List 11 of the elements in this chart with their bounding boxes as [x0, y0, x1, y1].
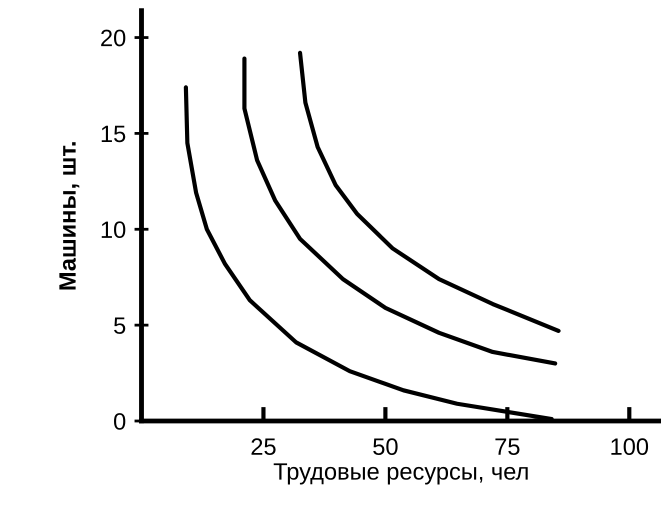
x-tick-label: 50	[373, 438, 398, 456]
x-axis-title: Трудовые ресурсы, чел	[274, 463, 528, 484]
y-tick-label: 0	[114, 413, 126, 430]
y-tick-label: 15	[102, 126, 126, 142]
x-tick-label: 100	[611, 438, 648, 456]
x-tick-label: 75	[495, 438, 520, 456]
y-tick-label: 5	[114, 317, 126, 334]
y-tick-label: 10	[102, 221, 126, 238]
y-tick-label: 20	[101, 30, 126, 46]
y-axis-title: Машины, шт.	[59, 142, 80, 290]
x-tick-label: 25	[252, 438, 276, 456]
